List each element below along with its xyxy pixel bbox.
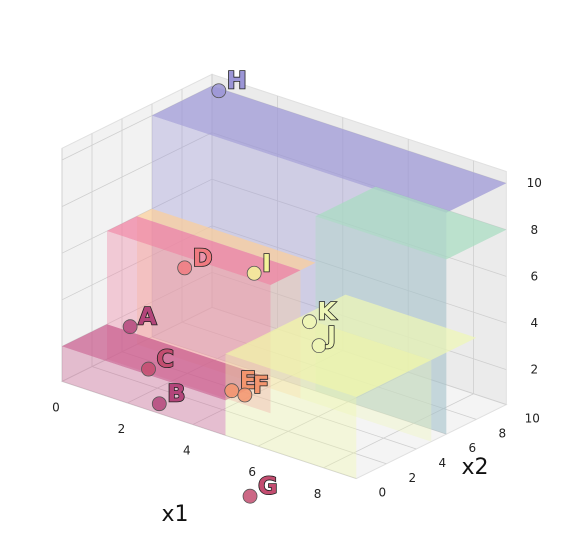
grid-y-floor xyxy=(151,336,447,435)
x-tick-label: 8 xyxy=(314,487,322,501)
z-tick-label: 6 xyxy=(530,269,538,283)
surface-piece xyxy=(225,316,432,397)
z-tick-label: 8 xyxy=(530,223,538,237)
point-label: A xyxy=(138,303,157,331)
surface-piece xyxy=(62,324,271,401)
y-tick-label: 10 xyxy=(525,412,540,426)
point-marker xyxy=(246,265,262,281)
point-marker xyxy=(141,361,156,377)
point-marker xyxy=(177,260,193,276)
point-label: I xyxy=(262,249,271,277)
point-marker xyxy=(211,83,227,99)
z-tick-label: 4 xyxy=(530,316,538,330)
grid-y-floor xyxy=(61,380,357,479)
z-tick-label: 2 xyxy=(530,363,538,377)
grid-z-left xyxy=(61,132,213,207)
grid-z-left xyxy=(61,272,213,347)
y-tick-label: 4 xyxy=(438,456,446,470)
z-tick-label: 10 xyxy=(527,176,542,190)
point-label: J xyxy=(325,322,336,350)
point-marker xyxy=(224,383,240,399)
x-tick-label: 0 xyxy=(52,400,60,414)
grid-y-floor xyxy=(91,366,387,465)
y-tick-label: 2 xyxy=(408,471,416,485)
point-label: D xyxy=(193,244,213,272)
point-marker xyxy=(151,396,167,412)
x-tick-label: 2 xyxy=(118,422,126,436)
y-tick-label: 6 xyxy=(468,441,476,455)
point-marker xyxy=(237,387,253,403)
surface-piece xyxy=(137,208,316,271)
point-marker xyxy=(242,488,258,504)
y-tick-label: 0 xyxy=(378,486,386,500)
surface-wall xyxy=(62,346,226,436)
point-label: C xyxy=(157,345,175,373)
surface-piece xyxy=(315,186,507,260)
point-marker xyxy=(311,338,327,354)
tick-labels: 0 2 4 6 8 0 2 4 6 8 10 2 4 6 8 10 xyxy=(52,176,542,501)
surface xyxy=(62,86,507,479)
grid-x-floor xyxy=(258,371,409,447)
point-marker xyxy=(122,319,138,335)
x-axis-label: x1 xyxy=(161,502,188,527)
point-label: B xyxy=(167,380,185,408)
point-label: H xyxy=(227,67,247,95)
point-marker xyxy=(302,314,317,330)
y-axis-label: x2 xyxy=(461,455,488,480)
point-label: G xyxy=(258,472,278,500)
surface-wall xyxy=(225,353,357,479)
x-tick-label: 4 xyxy=(183,444,191,458)
y-tick-label: 8 xyxy=(498,426,506,440)
point-label: K xyxy=(318,298,338,326)
surface-piece xyxy=(152,86,507,213)
surface-piece xyxy=(300,294,477,360)
grid-z-back xyxy=(211,225,507,324)
x-tick-label: 6 xyxy=(248,465,256,479)
grid-x-floor xyxy=(323,393,474,469)
point-label: F xyxy=(253,371,269,399)
